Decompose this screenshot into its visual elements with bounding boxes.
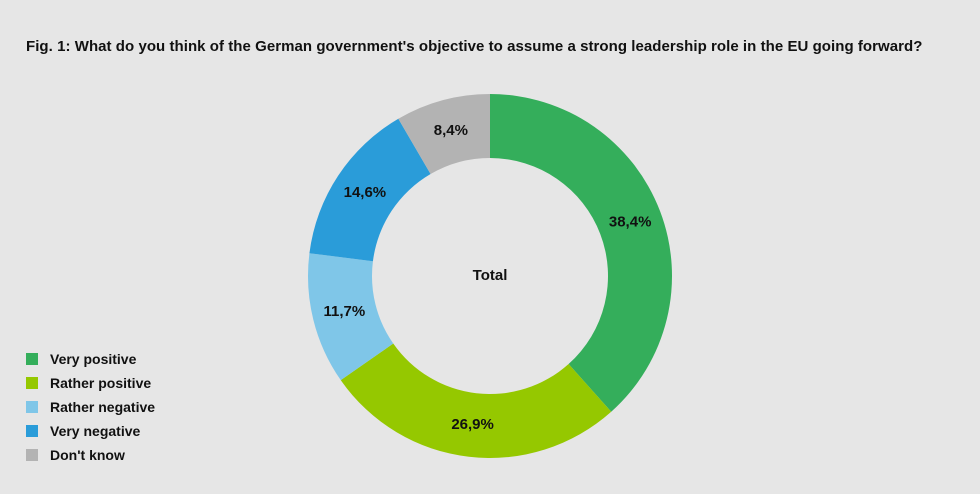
legend-label: Rather negative [50,399,156,415]
chart-title: Fig. 1: What do you think of the German … [26,38,923,55]
legend-swatch [26,449,38,461]
legend-label: Don't know [50,447,125,463]
slice-value-label: 14,6% [344,184,387,201]
legend-swatch [26,353,38,365]
slice-very-positive [490,94,672,412]
slice-value-label: 8,4% [434,122,468,139]
legend-item-rather-negative: Rather negative [26,395,155,419]
legend-swatch [26,425,38,437]
slice-rather-negative [308,253,394,381]
slice-value-label: 26,9% [451,416,494,433]
legend-item-very-positive: Very positive [26,347,155,371]
legend: Very positive Rather positive Rather neg… [26,347,155,467]
legend-item-very-negative: Very negative [26,419,155,443]
slice-labels: 38,4% 26,9% 11,7% 14,6% 8,4% [324,122,652,433]
slice-value-label: 11,7% [324,303,366,320]
slice-rather-positive [340,343,612,459]
legend-label: Rather positive [50,375,152,391]
legend-item-dont-know: Don't know [26,443,155,467]
legend-item-rather-positive: Rather positive [26,371,155,395]
legend-label: Very positive [50,351,137,367]
center-label: Total [473,267,508,284]
slice-don-t-know [398,94,490,175]
legend-swatch [26,377,38,389]
donut-slices [308,94,672,459]
slice-very-negative [309,118,431,262]
legend-swatch [26,401,38,413]
slice-value-label: 38,4% [609,214,652,231]
legend-label: Very negative [50,423,141,439]
